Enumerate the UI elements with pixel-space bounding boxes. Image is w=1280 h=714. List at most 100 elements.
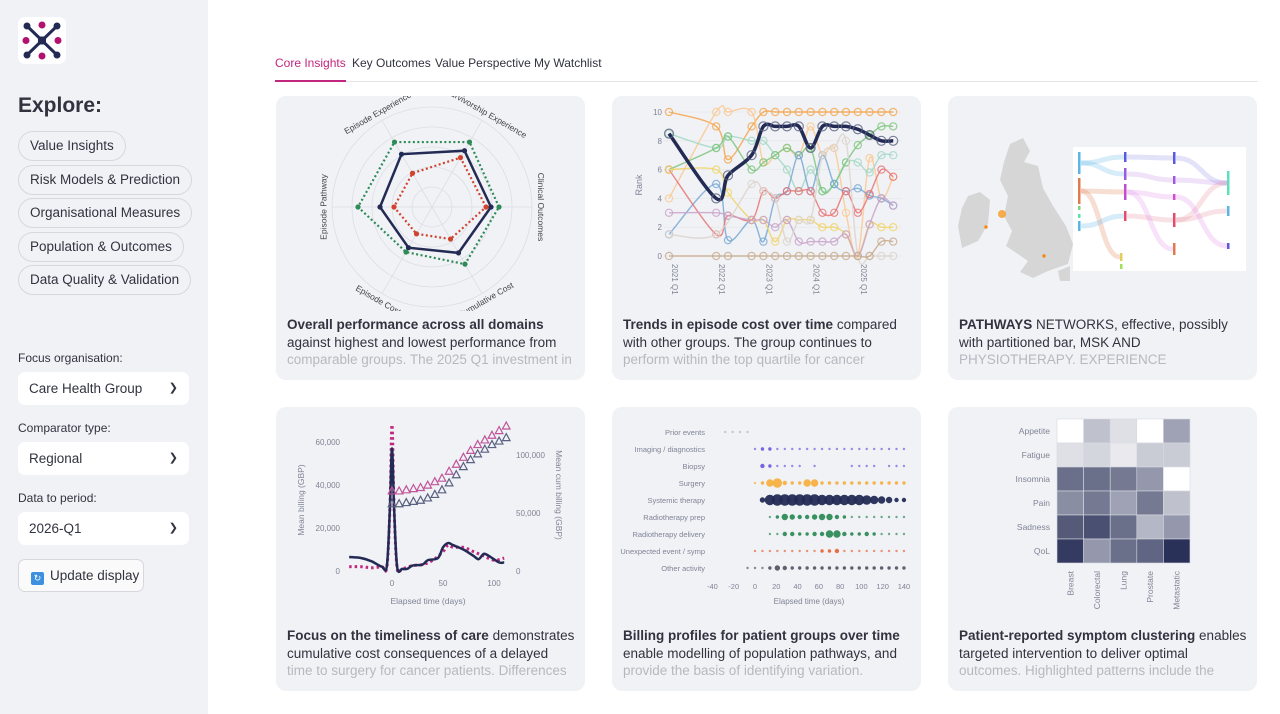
card-body: against highest and lowest performance f… bbox=[287, 334, 572, 371]
radar-point bbox=[496, 204, 502, 210]
card-performance-radar[interactable]: Clinical Outcomes Survivorship Experience… bbox=[276, 96, 585, 380]
nav-population-outcomes[interactable]: Population & Outcomes bbox=[18, 232, 184, 262]
app-logo[interactable] bbox=[18, 17, 66, 64]
activity-dot bbox=[864, 531, 869, 537]
sankey-link bbox=[1175, 155, 1228, 186]
x-tick-label: 100 bbox=[855, 582, 868, 591]
radar-axis-label: Cumulative Cost bbox=[456, 280, 516, 311]
series-line bbox=[668, 168, 894, 237]
nav-risk-models[interactable]: Risk Models & Prediction bbox=[18, 165, 193, 195]
series-marker bbox=[664, 230, 674, 239]
activity-dot bbox=[887, 515, 891, 519]
activity-dot bbox=[857, 532, 861, 536]
activity-dot bbox=[858, 515, 861, 519]
series-marker bbox=[841, 251, 851, 261]
activity-dot bbox=[760, 447, 765, 451]
cum-billing-marker bbox=[387, 485, 397, 495]
card-timeliness[interactable]: 0 20,000 40,000 60,000 0 50,000 100,000 0 50 100 E… bbox=[276, 407, 585, 691]
sankey-node bbox=[1078, 206, 1081, 210]
activity-dot bbox=[804, 514, 810, 520]
nav-organisational-measures[interactable]: Organisational Measures bbox=[18, 198, 193, 228]
heatmap-cell bbox=[1136, 442, 1164, 468]
sankey-node bbox=[1078, 221, 1081, 231]
activity-dot bbox=[805, 532, 809, 536]
activity-dot bbox=[813, 447, 816, 451]
series-marker bbox=[770, 194, 780, 203]
card-body: NETWORKS, effective, possibly with parti… bbox=[959, 317, 1228, 367]
x-tick-label: -40 bbox=[707, 582, 718, 591]
activity-dot bbox=[895, 549, 898, 553]
series-marker bbox=[818, 151, 827, 160]
radar-axis-label: Clinical Outcomes bbox=[536, 173, 546, 242]
tab-value-perspective[interactable]: Value Perspective bbox=[435, 56, 531, 70]
france-shape bbox=[1058, 266, 1070, 281]
activity-dot bbox=[782, 480, 787, 486]
activity-dot bbox=[902, 515, 906, 519]
radar-point bbox=[403, 249, 409, 255]
focus-organisation-select[interactable]: Care Health Group ❯ bbox=[18, 372, 189, 405]
activity-dot bbox=[768, 515, 772, 519]
x-tick-label: 0 bbox=[390, 579, 395, 588]
series-marker bbox=[746, 150, 757, 161]
column-label: Breast bbox=[1065, 570, 1075, 595]
nav-data-quality[interactable]: Data Quality & Validation bbox=[18, 265, 192, 295]
card-rank-trend[interactable]: 0 2 4 6 8 10 Rank 2021 Q1 2022 Q1 2023 Q1 2024 Q1 2… bbox=[612, 96, 921, 380]
series-marker bbox=[818, 251, 827, 261]
y-tick-label: 4 bbox=[658, 194, 663, 203]
activity-dot bbox=[813, 464, 816, 468]
update-display-button[interactable]: ↻ Update display bbox=[18, 559, 144, 592]
card-pathways[interactable]: PATHWAYS NETWORKS, effective, possibly w… bbox=[948, 96, 1257, 380]
row-label: Fatigue bbox=[1022, 450, 1051, 460]
tab-key-outcomes[interactable]: Key Outcomes bbox=[352, 56, 431, 70]
sankey-node bbox=[1120, 253, 1123, 261]
cum-billing-marker bbox=[472, 448, 483, 458]
radar-axis-label: Survivorship Experience bbox=[444, 96, 529, 140]
heatmap-cell bbox=[1136, 418, 1164, 444]
series-marker bbox=[889, 122, 898, 131]
series-marker bbox=[841, 230, 851, 239]
card-symptom-clustering[interactable]: Appetite Fatigue Insomnia Pain Sadness QoL Bre… bbox=[948, 407, 1257, 691]
series-marker bbox=[723, 235, 733, 245]
data-period-select[interactable]: 2026-Q1 ❯ bbox=[18, 512, 189, 545]
x-tick-label: 120 bbox=[876, 582, 889, 591]
heatmap-cell bbox=[1083, 442, 1111, 468]
activity-dot bbox=[753, 447, 757, 451]
series-marker bbox=[781, 121, 793, 132]
activity-dot bbox=[902, 447, 906, 451]
activity-dot bbox=[850, 566, 854, 570]
activity-dot bbox=[820, 549, 824, 553]
radar-point bbox=[391, 139, 398, 145]
cum-billing-marker bbox=[458, 452, 469, 461]
card-billing-profiles[interactable]: Prior events Imaging / diagnostics Biopsy S… bbox=[612, 407, 921, 691]
column-label: Metastatic bbox=[1172, 570, 1182, 609]
cum-billing-marker bbox=[401, 497, 412, 507]
tab-core-insights[interactable]: Core Insights bbox=[275, 55, 346, 82]
heatmap-cell bbox=[1163, 466, 1191, 492]
series-line bbox=[668, 239, 894, 258]
nav-value-insights[interactable]: Value Insights bbox=[18, 131, 126, 161]
heatmap-cell bbox=[1056, 490, 1084, 516]
cum-billing-marker bbox=[444, 477, 454, 487]
activity-dot bbox=[879, 481, 884, 485]
card-description: Focus on the timeliness of care demonstr… bbox=[287, 627, 575, 681]
series-marker bbox=[829, 143, 839, 153]
series-marker bbox=[829, 208, 839, 218]
series-marker bbox=[829, 222, 839, 232]
series-marker bbox=[664, 208, 674, 218]
heatmap-cell bbox=[1083, 490, 1111, 516]
x-tick-label: 60 bbox=[815, 582, 823, 591]
heatmap-cell bbox=[1136, 514, 1164, 540]
symptom-heatmap: Appetite Fatigue Insomnia Pain Sadness QoL Bre… bbox=[1016, 418, 1191, 610]
card-description: PATHWAYS NETWORKS, effective, possibly w… bbox=[959, 316, 1247, 370]
series-marker bbox=[782, 107, 792, 117]
activity-dot bbox=[828, 447, 831, 451]
sankey-link bbox=[1126, 213, 1174, 223]
series-marker bbox=[853, 140, 862, 150]
series-marker bbox=[770, 107, 780, 117]
series-marker bbox=[865, 168, 874, 177]
tab-my-watchlist[interactable]: My Watchlist bbox=[534, 56, 602, 70]
comparator-type-select[interactable]: Regional ❯ bbox=[18, 442, 189, 475]
activity-dot bbox=[774, 565, 781, 571]
activity-dot bbox=[738, 430, 742, 434]
row-label: Unexpected event / symp bbox=[620, 547, 705, 556]
